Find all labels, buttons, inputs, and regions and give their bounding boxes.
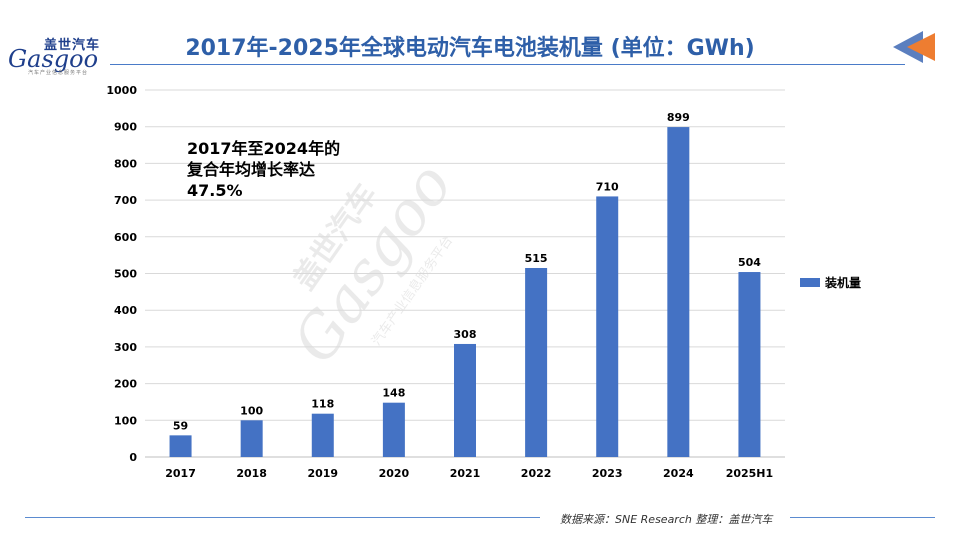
x-tick-label: 2023 — [592, 467, 623, 480]
footer-rule-left — [25, 517, 540, 518]
data-label-2022: 515 — [525, 252, 548, 265]
logo-tagline: 汽车产业信息服务平台 — [28, 70, 89, 76]
data-label-2018: 100 — [240, 404, 263, 417]
x-tick-label: 2019 — [307, 467, 338, 480]
y-tick-label: 600 — [114, 231, 137, 244]
data-label-2023: 710 — [596, 180, 619, 193]
logo-chinese-text: 盖世汽车 — [44, 38, 101, 53]
y-tick-label: 0 — [129, 451, 137, 464]
y-tick-label: 200 — [114, 378, 137, 391]
source-note: 数据来源：SNE Research 整理：盖世汽车 — [560, 513, 773, 526]
chart-legend: 装机量 — [800, 274, 861, 291]
y-tick-label: 500 — [114, 268, 137, 281]
x-tick-label: 2017 — [165, 467, 196, 480]
cagr-annotation: 2017年至2024年的 复合年均增长率达 47.5% — [187, 138, 387, 201]
annotation-line-2: 复合年均增长率达 — [187, 160, 316, 179]
x-tick-label: 2021 — [450, 467, 481, 480]
bar-2023 — [596, 196, 619, 457]
title-divider — [110, 64, 905, 65]
gasgoo-logo[interactable]: 盖世汽车 Gasgoo 汽车产业信息服务平台 — [8, 34, 108, 76]
y-tick-label: 300 — [114, 341, 137, 354]
data-label-2024: 899 — [667, 111, 690, 124]
data-label-2017: 59 — [173, 419, 188, 432]
footer-rule-right — [790, 517, 935, 518]
data-label-2020: 148 — [382, 387, 405, 400]
bar-2020 — [382, 402, 405, 457]
x-tick-label: 2018 — [236, 467, 267, 480]
page-title: 2017年-2025年全球电动汽车电池装机量 (单位：GWh) — [185, 36, 755, 61]
data-label-2025H1: 504 — [738, 256, 761, 269]
y-tick-label: 900 — [114, 121, 137, 134]
bar-2022 — [525, 267, 548, 457]
y-tick-label: 700 — [114, 194, 137, 207]
back-arrow-icon[interactable] — [893, 29, 937, 65]
bar-2017 — [169, 435, 192, 457]
annotation-line-3: 47.5% — [187, 181, 243, 200]
y-tick-label: 1000 — [106, 84, 137, 97]
bar-2025H1 — [738, 272, 761, 457]
x-tick-label: 2024 — [663, 467, 694, 480]
x-tick-label: 2020 — [379, 467, 410, 480]
logo-english-text: Gasgoo — [8, 45, 99, 73]
bar-2018 — [240, 420, 263, 457]
annotation-line-1: 2017年至2024年的 — [187, 139, 341, 158]
data-label-2021: 308 — [454, 328, 477, 341]
y-tick-label: 800 — [114, 157, 137, 170]
x-tick-label: 2025H1 — [726, 467, 773, 480]
legend-label: 装机量 — [825, 276, 862, 290]
bar-2024 — [667, 127, 690, 457]
y-tick-label: 100 — [114, 414, 137, 427]
legend-swatch — [800, 278, 820, 287]
back-arrow-orange-shape — [907, 33, 935, 61]
data-label-2019: 118 — [311, 398, 334, 411]
bar-2019 — [311, 413, 334, 457]
y-tick-label: 400 — [114, 304, 137, 317]
x-tick-label: 2022 — [521, 467, 552, 480]
bar-2021 — [454, 343, 476, 457]
